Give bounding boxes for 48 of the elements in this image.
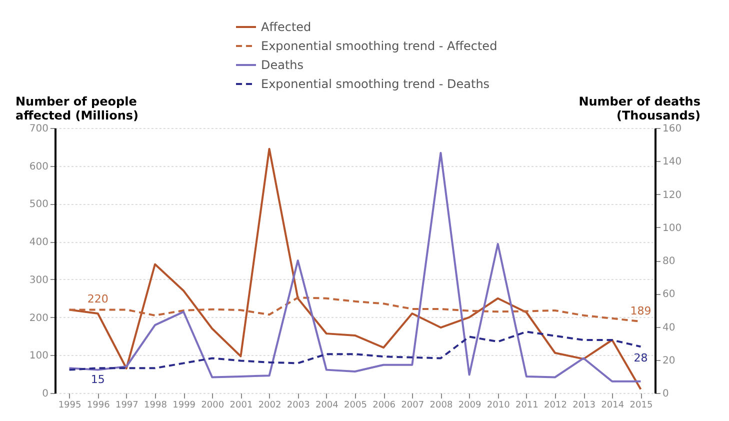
x-tick-label: 1996 <box>86 400 110 410</box>
y-tick-label: 200 <box>29 312 48 324</box>
y2-tick-label: 20 <box>662 355 676 366</box>
legend-label: Exponential smoothing trend - Affected <box>261 39 498 53</box>
x-tick-label: 2002 <box>258 400 282 410</box>
y2-tick-label: 60 <box>662 289 676 300</box>
x-tick-label: 1995 <box>58 400 82 410</box>
data-label: 28 <box>634 352 648 365</box>
x-tick-label: 2014 <box>601 400 624 410</box>
y-tick-label: 0 <box>42 388 48 400</box>
x-tick-label: 2008 <box>430 400 453 410</box>
x-tick-label: 1998 <box>144 400 168 410</box>
y2-tick-label: 0 <box>662 388 669 400</box>
data-label: 189 <box>630 304 652 318</box>
x-tick-label: 2001 <box>230 400 253 410</box>
y-tick-label: 400 <box>29 237 48 248</box>
x-tick-label: 2007 <box>401 400 424 410</box>
y2-tick-label: 100 <box>662 222 682 234</box>
y2-tick-label: 120 <box>662 190 682 201</box>
x-tick-label: 1997 <box>115 400 138 410</box>
x-tick-label: 2005 <box>344 400 367 410</box>
legend-label: Exponential smoothing trend - Deaths <box>261 77 490 91</box>
x-tick-label: 2011 <box>515 400 538 410</box>
x-tick-label: 2009 <box>458 400 482 410</box>
x-tick-label: 2010 <box>486 400 510 410</box>
data-label: 220 <box>87 292 108 306</box>
y2-axis-title: Number of deaths (Thousands) <box>578 94 700 122</box>
y2-tick-label: 160 <box>662 124 682 134</box>
x-tick-label: 2015 <box>630 400 653 410</box>
x-tick-label: 2012 <box>544 400 567 410</box>
x-tick-label: 2006 <box>372 400 396 410</box>
legend-label: Deaths <box>261 58 304 72</box>
y2-tick-label: 40 <box>662 322 676 334</box>
y-tick-label: 600 <box>29 161 48 172</box>
x-tick-label: 2003 <box>286 400 310 410</box>
y-axis-title: Number of people affected (Millions) <box>16 94 139 122</box>
y-tick-label: 500 <box>29 199 48 210</box>
x-tick-label: 2013 <box>572 400 596 410</box>
data-label: 15 <box>90 373 105 386</box>
x-tick-label: 1999 <box>172 400 196 410</box>
y-tick-label: 300 <box>29 274 48 286</box>
x-tick-label: 2000 <box>201 400 224 410</box>
y-tick-label: 100 <box>29 350 48 362</box>
y-tick-label: 700 <box>29 124 48 134</box>
x-tick-label: 2004 <box>315 400 339 410</box>
y2-tick-label: 140 <box>662 156 682 168</box>
y2-tick-label: 80 <box>662 256 676 267</box>
legend-label: Affected <box>261 20 312 34</box>
